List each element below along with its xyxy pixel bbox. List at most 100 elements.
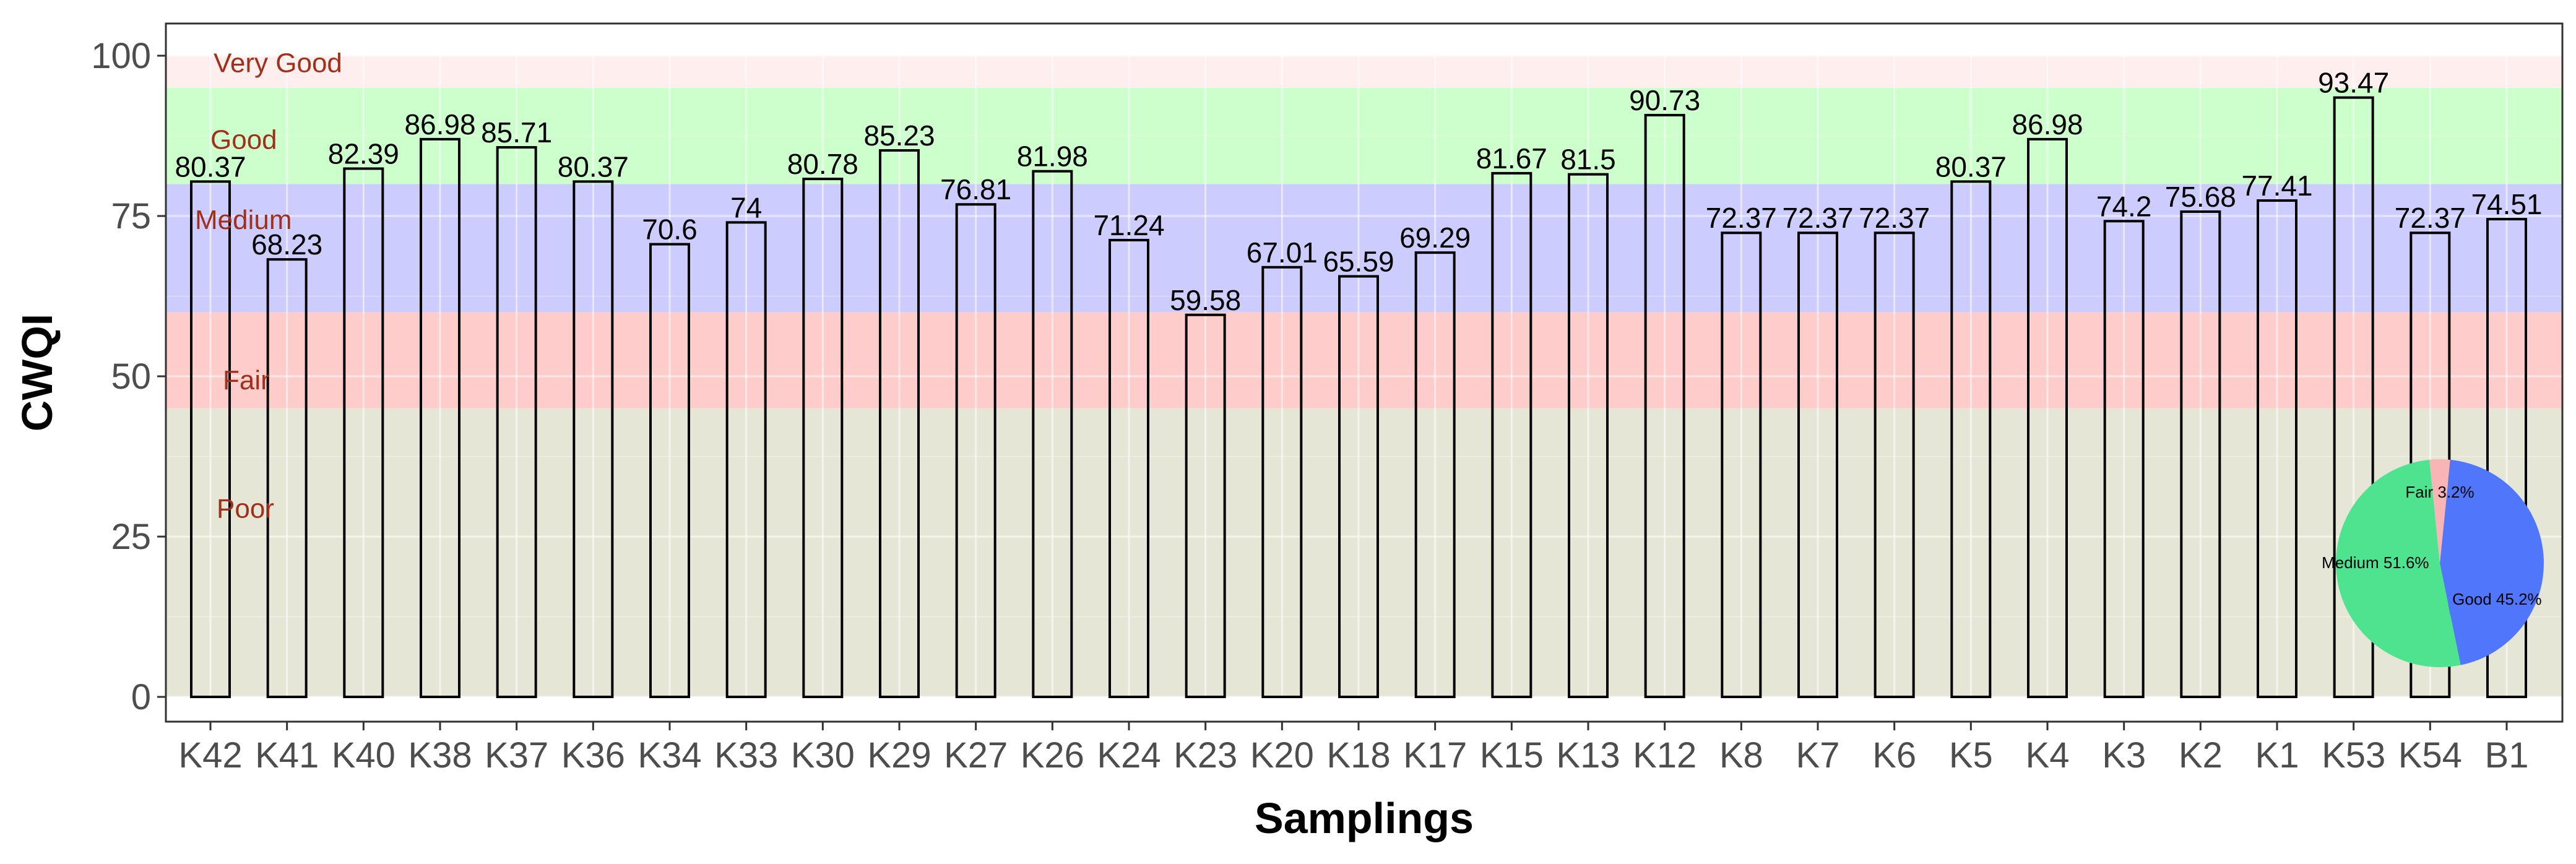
band-good (166, 87, 2562, 184)
bar-value-label: 80.37 (1935, 150, 2007, 183)
band-medium (166, 184, 2562, 313)
bar-value-label: 59.58 (1170, 284, 1241, 316)
bar-k30 (802, 178, 844, 698)
bar-value-label: 80.78 (787, 148, 858, 180)
y-tick-label: 50 (111, 356, 151, 397)
bar-k2 (2180, 210, 2221, 698)
bar-k34 (649, 243, 690, 699)
band-label-good: Good (210, 125, 277, 155)
bar-k1 (2257, 199, 2297, 698)
x-tick-label-k40: K40 (332, 735, 395, 775)
bar-k38 (420, 137, 460, 698)
band-label-poor: Poor (217, 493, 274, 524)
pie-slice-label: Fair 3.2% (2405, 483, 2474, 501)
x-tick-label-k29: K29 (867, 735, 931, 775)
bar-k27 (955, 203, 996, 698)
bar-value-label: 74 (730, 191, 762, 223)
x-tick-label-k1: K1 (2255, 735, 2299, 775)
band-label-very-good: Very Good (214, 48, 342, 78)
bar-value-label: 77.41 (2241, 170, 2312, 202)
bar-value-label: 70.6 (642, 214, 698, 246)
bar-k36 (573, 180, 614, 698)
bar-k40 (343, 167, 384, 699)
y-tick-label: 25 (111, 517, 151, 557)
bar-value-label: 69.29 (1399, 222, 1471, 254)
bars (190, 96, 2527, 699)
band-label-fair: Fair (223, 365, 270, 395)
x-tick-label-k4: K4 (2026, 735, 2070, 775)
bar-value-label: 93.47 (2318, 67, 2389, 99)
bar-k24 (1109, 238, 1149, 698)
quality-bands (166, 24, 2562, 722)
bar-k33 (725, 221, 767, 698)
bar-k13 (1568, 173, 1609, 699)
bar-value-label: 72.37 (1706, 202, 1777, 234)
bar-k41 (266, 258, 308, 698)
bar-value-label: 74.51 (2471, 188, 2542, 220)
pie-slice-medium (2335, 459, 2461, 667)
x-tick-label-k18: K18 (1326, 735, 1390, 775)
grid-lines (166, 24, 2562, 722)
bar-value-label: 75.68 (2165, 181, 2236, 213)
bar-value-label: 80.37 (558, 150, 629, 183)
pie-slice-good (2440, 459, 2544, 665)
x-tick-label-k20: K20 (1250, 735, 1314, 775)
band-label-medium: Medium (195, 205, 292, 235)
bar-value-label: 72.37 (2395, 202, 2466, 234)
bar-value-label: 85.71 (481, 116, 552, 149)
y-axis-title: CWQI (13, 314, 61, 432)
plot-panel-border (165, 22, 2564, 723)
bar-k15 (1491, 171, 1532, 698)
band-very-good (166, 56, 2562, 88)
y-tick-label: 0 (131, 677, 151, 717)
bar-k20 (1261, 266, 1303, 698)
bar-value-label: 81.5 (1560, 144, 1616, 176)
pie-slice-fair (2429, 459, 2450, 563)
x-tick-label-k34: K34 (638, 735, 701, 775)
bar-k7 (1797, 231, 1838, 698)
y-axis: 0 25 50 75 100 (91, 36, 166, 717)
bar-k6 (1874, 231, 1915, 698)
x-tick-label-k42: K42 (178, 735, 242, 775)
x-tick-label-k41: K41 (255, 735, 319, 775)
x-tick-label-k17: K17 (1403, 735, 1467, 775)
bar-k53 (2333, 96, 2374, 698)
x-tick-label-k8: K8 (1719, 735, 1763, 775)
band-poor (166, 408, 2562, 697)
bar-value-label: 80.37 (175, 150, 246, 183)
x-tick-label-k7: K7 (1796, 735, 1840, 775)
x-tick-label-b1: B1 (2485, 735, 2529, 775)
x-tick-label-k6: K6 (1872, 735, 1916, 775)
pie-slice-label: Medium 51.6% (2322, 553, 2429, 572)
x-tick-label-k3: K3 (2102, 735, 2146, 775)
x-tick-label-k13: K13 (1556, 735, 1620, 775)
bar-k8 (1721, 231, 1762, 698)
bar-k17 (1414, 251, 1456, 699)
x-tick-label-k38: K38 (408, 735, 472, 775)
y-tick-label: 100 (91, 36, 151, 76)
x-axis-title: Samplings (1255, 794, 1474, 842)
x-tick-label-k24: K24 (1097, 735, 1160, 775)
x-tick-label-k36: K36 (561, 735, 625, 775)
bar-value-label: 68.23 (251, 228, 322, 261)
x-tick-label-k2: K2 (2179, 735, 2223, 775)
x-tick-label-k15: K15 (1480, 735, 1544, 775)
bar-k23 (1185, 313, 1226, 698)
bar-value-label: 81.67 (1476, 142, 1547, 175)
bar-value-label: 86.98 (2012, 108, 2083, 140)
bar-value-label: 76.81 (940, 173, 1011, 205)
bar-value-label: 65.59 (1323, 245, 1394, 277)
bar-value-label: 71.24 (1093, 209, 1164, 241)
pie-slice-label: Good 45.2% (2452, 590, 2542, 608)
bar-k18 (1338, 275, 1379, 698)
bar-k42 (190, 180, 231, 698)
x-tick-label-k26: K26 (1021, 735, 1084, 775)
x-axis: K42 K41 K40 K38 K37 K36 K34 K33 K30 K29 K27 K26 K24 K… (178, 722, 2528, 775)
bar-value-label: 82.39 (328, 137, 399, 170)
x-tick-label-k30: K30 (791, 735, 855, 775)
bar-k4 (2027, 137, 2068, 698)
x-tick-label-k53: K53 (2322, 735, 2385, 775)
x-tick-label-k23: K23 (1173, 735, 1237, 775)
